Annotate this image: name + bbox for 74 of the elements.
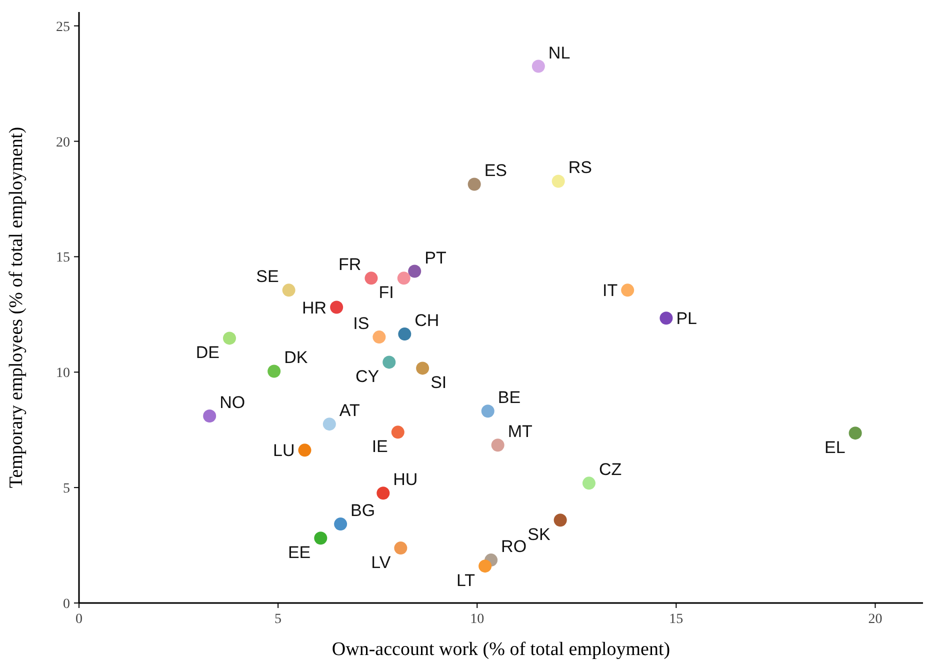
series-label: FI xyxy=(378,283,394,302)
point xyxy=(203,410,216,423)
point xyxy=(330,300,344,314)
y-tick-label: 10 xyxy=(56,366,70,382)
series-label: PT xyxy=(424,248,446,268)
series-label: SI xyxy=(430,373,447,392)
series-label: RO xyxy=(501,537,527,556)
point xyxy=(314,532,328,545)
x-tick-label: 15 xyxy=(669,612,684,627)
point xyxy=(582,476,596,490)
series-label: CZ xyxy=(598,460,622,480)
point xyxy=(391,426,404,439)
series-label: LV xyxy=(371,553,392,572)
y-tick-label: 5 xyxy=(63,482,70,497)
series-label: PL xyxy=(676,309,698,328)
series-label: CY xyxy=(356,367,380,386)
x-tick-label: 20 xyxy=(868,612,882,627)
series-label: DK xyxy=(284,348,308,368)
series-label: RS xyxy=(568,158,592,178)
point xyxy=(848,426,862,440)
series-label: FR xyxy=(338,255,362,274)
x-axis-title: Own-account work (% of total employment) xyxy=(332,639,670,660)
series-label: MT xyxy=(508,422,532,442)
x-tick-label: 5 xyxy=(274,612,282,627)
point xyxy=(416,362,430,375)
point xyxy=(552,174,565,188)
point xyxy=(481,404,494,418)
point xyxy=(532,60,545,73)
point xyxy=(491,438,504,452)
series-label: LT xyxy=(456,571,476,590)
y-tick-label: 20 xyxy=(56,135,70,150)
point xyxy=(334,518,348,531)
series-label: SE xyxy=(256,267,279,286)
point xyxy=(621,284,634,297)
point xyxy=(282,284,296,297)
series-label: NL xyxy=(548,43,570,62)
point xyxy=(322,418,336,431)
series-label: HR xyxy=(302,298,327,318)
point xyxy=(364,272,378,285)
point xyxy=(382,356,396,369)
series-label: IE xyxy=(372,437,388,456)
series-label: BG xyxy=(350,501,376,520)
point xyxy=(660,312,673,325)
y-axis-title: Temporary employees (% of total employment) xyxy=(6,126,27,488)
point xyxy=(222,332,236,345)
series-label: HU xyxy=(393,470,418,490)
point xyxy=(408,264,422,278)
point xyxy=(394,542,408,555)
x-tick-label: 10 xyxy=(470,612,484,627)
series-label: BE xyxy=(498,388,521,408)
point xyxy=(298,444,312,457)
series-label: EE xyxy=(288,543,311,562)
series-label: NO xyxy=(220,393,246,412)
series-label: DE xyxy=(196,343,220,362)
point xyxy=(372,330,386,344)
series-label: LU xyxy=(272,441,295,460)
point xyxy=(468,178,481,191)
point xyxy=(398,328,412,341)
series-label: EL xyxy=(824,438,846,458)
point xyxy=(554,514,567,527)
y-tick-label: 25 xyxy=(56,20,70,35)
x-tick-label: 0 xyxy=(76,612,82,627)
series-label: SK xyxy=(528,525,551,544)
series-label: CH xyxy=(414,311,440,330)
point xyxy=(478,560,492,573)
series-label: IS xyxy=(353,314,370,334)
y-tick-label: 0 xyxy=(63,597,70,612)
series-label: ES xyxy=(484,161,508,180)
series-label: IT xyxy=(602,281,618,300)
series-label: AT xyxy=(339,401,360,420)
point xyxy=(268,364,281,378)
y-tick-label: 15 xyxy=(56,250,70,266)
point xyxy=(376,486,390,500)
point xyxy=(397,272,410,285)
